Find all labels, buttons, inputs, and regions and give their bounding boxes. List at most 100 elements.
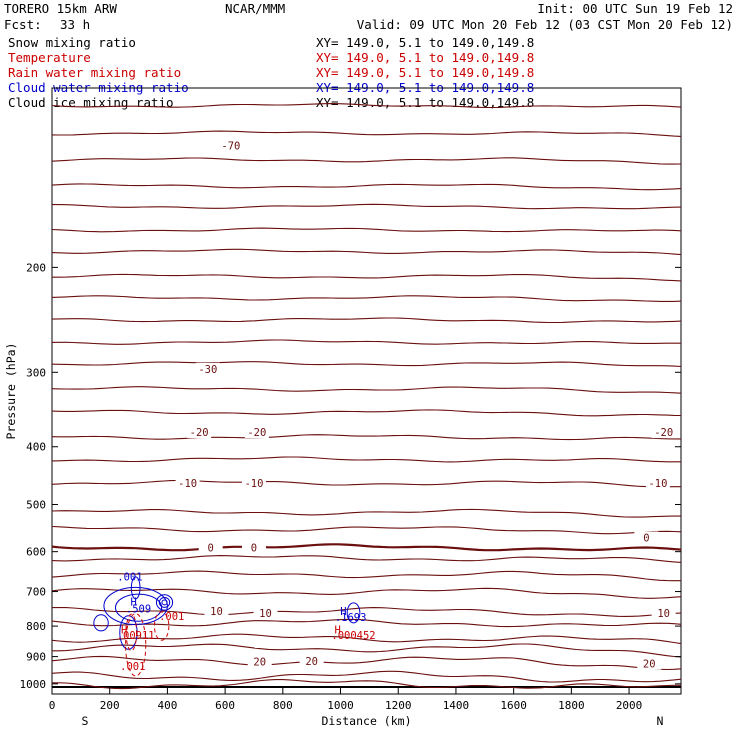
contour-annotation: H: [334, 624, 340, 636]
y-tick-label: 700: [26, 586, 46, 599]
isotherm-label: -20: [190, 427, 209, 439]
isotherm-label-bg: [651, 606, 676, 619]
legend-entry-xy: XY= 149.0, 5.1 to 149.0,149.8: [316, 65, 534, 80]
isotherm-line: [51, 606, 682, 617]
y-tick-label: 300: [26, 366, 46, 379]
isotherm-label-bg: [187, 426, 212, 439]
isotherm-label: 10: [259, 608, 272, 620]
isotherm-line: [52, 679, 681, 690]
x-tick-label: 400: [157, 699, 177, 712]
fcst-value: 33 h: [60, 17, 90, 32]
contour-annotation: .001: [117, 571, 142, 583]
rain-contour: [125, 613, 147, 677]
isotherm-line: [51, 618, 682, 628]
legend-entry-name: Temperature: [8, 50, 91, 65]
isotherm-label: -70: [221, 141, 240, 153]
axes: 0 200 400 600 800 1000 1200 1400 1600 1800 2000200…: [4, 261, 681, 728]
x-tick-label: 1400: [443, 699, 470, 712]
x-tick-label: 2000: [616, 699, 643, 712]
contour-annotation: .1693: [335, 612, 367, 624]
cloud-contour: [155, 594, 174, 611]
isotherm-label-bg: [218, 139, 243, 152]
isotherm-line: [52, 203, 682, 210]
isotherm-line: [51, 543, 682, 552]
isotherm-label: 20: [643, 659, 656, 671]
y-tick-label: 1000: [20, 678, 47, 691]
y-tick-label: 500: [26, 498, 46, 511]
cloud-contour: [346, 602, 361, 624]
rain-contour: [153, 611, 170, 641]
isotherm-line: [51, 587, 682, 599]
model-title: TORERO 15km ARW: [4, 1, 117, 16]
isotherm-line: [51, 317, 682, 324]
x-tick-label: 1000: [327, 699, 354, 712]
x-axis-north-label: N: [657, 714, 664, 728]
isotherm-line: [51, 525, 682, 535]
isotherms: [51, 103, 682, 690]
isotherm-label-bg: [645, 476, 670, 489]
contour-annotation: .00911: [117, 630, 155, 642]
isotherm-line: [51, 409, 682, 417]
isotherm-label-bg: [651, 426, 676, 439]
y-tick-label: 400: [26, 441, 46, 454]
isotherm-label-bg: [634, 531, 659, 544]
isotherm-line: [52, 643, 682, 658]
rain-contour: [125, 613, 138, 652]
isotherm-line: [51, 361, 682, 368]
isotherm-label: 20: [305, 656, 318, 668]
isotherm-label-bg: [175, 476, 200, 489]
cloud-contour: [161, 599, 168, 606]
y-axis-label: Pressure (hPa): [4, 343, 18, 440]
init-time: Init: 00 UTC Sun 19 Feb 12: [537, 1, 733, 16]
legend-entry-name: Rain water mixing ratio: [8, 65, 181, 80]
isotherm-line: [51, 103, 682, 109]
isotherm-label: -10: [178, 478, 197, 490]
contour-annotation: .000452: [331, 630, 375, 642]
isotherm-label-bg: [241, 541, 266, 554]
plot-border: [51, 87, 682, 695]
legend-entry-name: Snow mixing ratio: [8, 35, 136, 50]
x-tick-label: 200: [100, 699, 120, 712]
cloud-contour: [130, 576, 141, 600]
y-tick-label: 800: [26, 620, 46, 633]
isotherm-line: [51, 248, 682, 256]
isotherm-line: [51, 633, 682, 645]
isotherm-label-bg: [241, 476, 266, 489]
isotherm-line: [51, 295, 682, 302]
isotherm-line: [51, 227, 682, 233]
isotherm-line: [51, 479, 681, 488]
cloud-contour: [114, 593, 163, 622]
isotherm-line: [51, 130, 682, 137]
isotherm-line: [51, 339, 681, 345]
x-axis-south-label: S: [82, 714, 89, 728]
isotherm-label: 10: [210, 606, 223, 618]
contour-annotation: .509: [126, 603, 151, 615]
isotherm-label-bg: [198, 541, 223, 554]
isotherm-label: -20: [654, 427, 673, 439]
valid-time: Valid: 09 UTC Mon 20 Feb 12 (03 CST Mon …: [357, 17, 733, 32]
isotherm-line: [51, 456, 681, 463]
y-tick-label: 900: [26, 651, 46, 664]
cloud-contour: [158, 596, 171, 608]
isotherm-label: -30: [198, 364, 217, 376]
legend-entry-name: Cloud ice mixing ratio: [8, 95, 174, 110]
y-tick-label: 200: [26, 261, 46, 274]
isotherm-line: [51, 434, 681, 441]
x-tick-label: 1200: [385, 699, 412, 712]
x-tick-label: 1800: [558, 699, 585, 712]
isotherm-label-bg: [195, 362, 220, 375]
contour-annotation: H: [340, 606, 346, 618]
cloud-water-contours: [93, 576, 361, 650]
isotherm-line: [51, 508, 681, 518]
legend-entry-xy: XY= 149.0, 5.1 to 149.0,149.8: [316, 35, 534, 50]
x-tick-label: 800: [273, 699, 293, 712]
rain-water-contours: [125, 611, 170, 677]
center-title: NCAR/MMM: [225, 1, 285, 16]
isotherm-line: [51, 555, 682, 563]
isotherm-label: 0: [251, 542, 257, 554]
contour-annotation: .001: [120, 661, 145, 673]
contour-annotation: H: [130, 596, 136, 608]
legend-entry-xy: XY= 149.0, 5.1 to 149.0,149.8: [316, 95, 534, 110]
isotherm-label: -10: [244, 478, 263, 490]
